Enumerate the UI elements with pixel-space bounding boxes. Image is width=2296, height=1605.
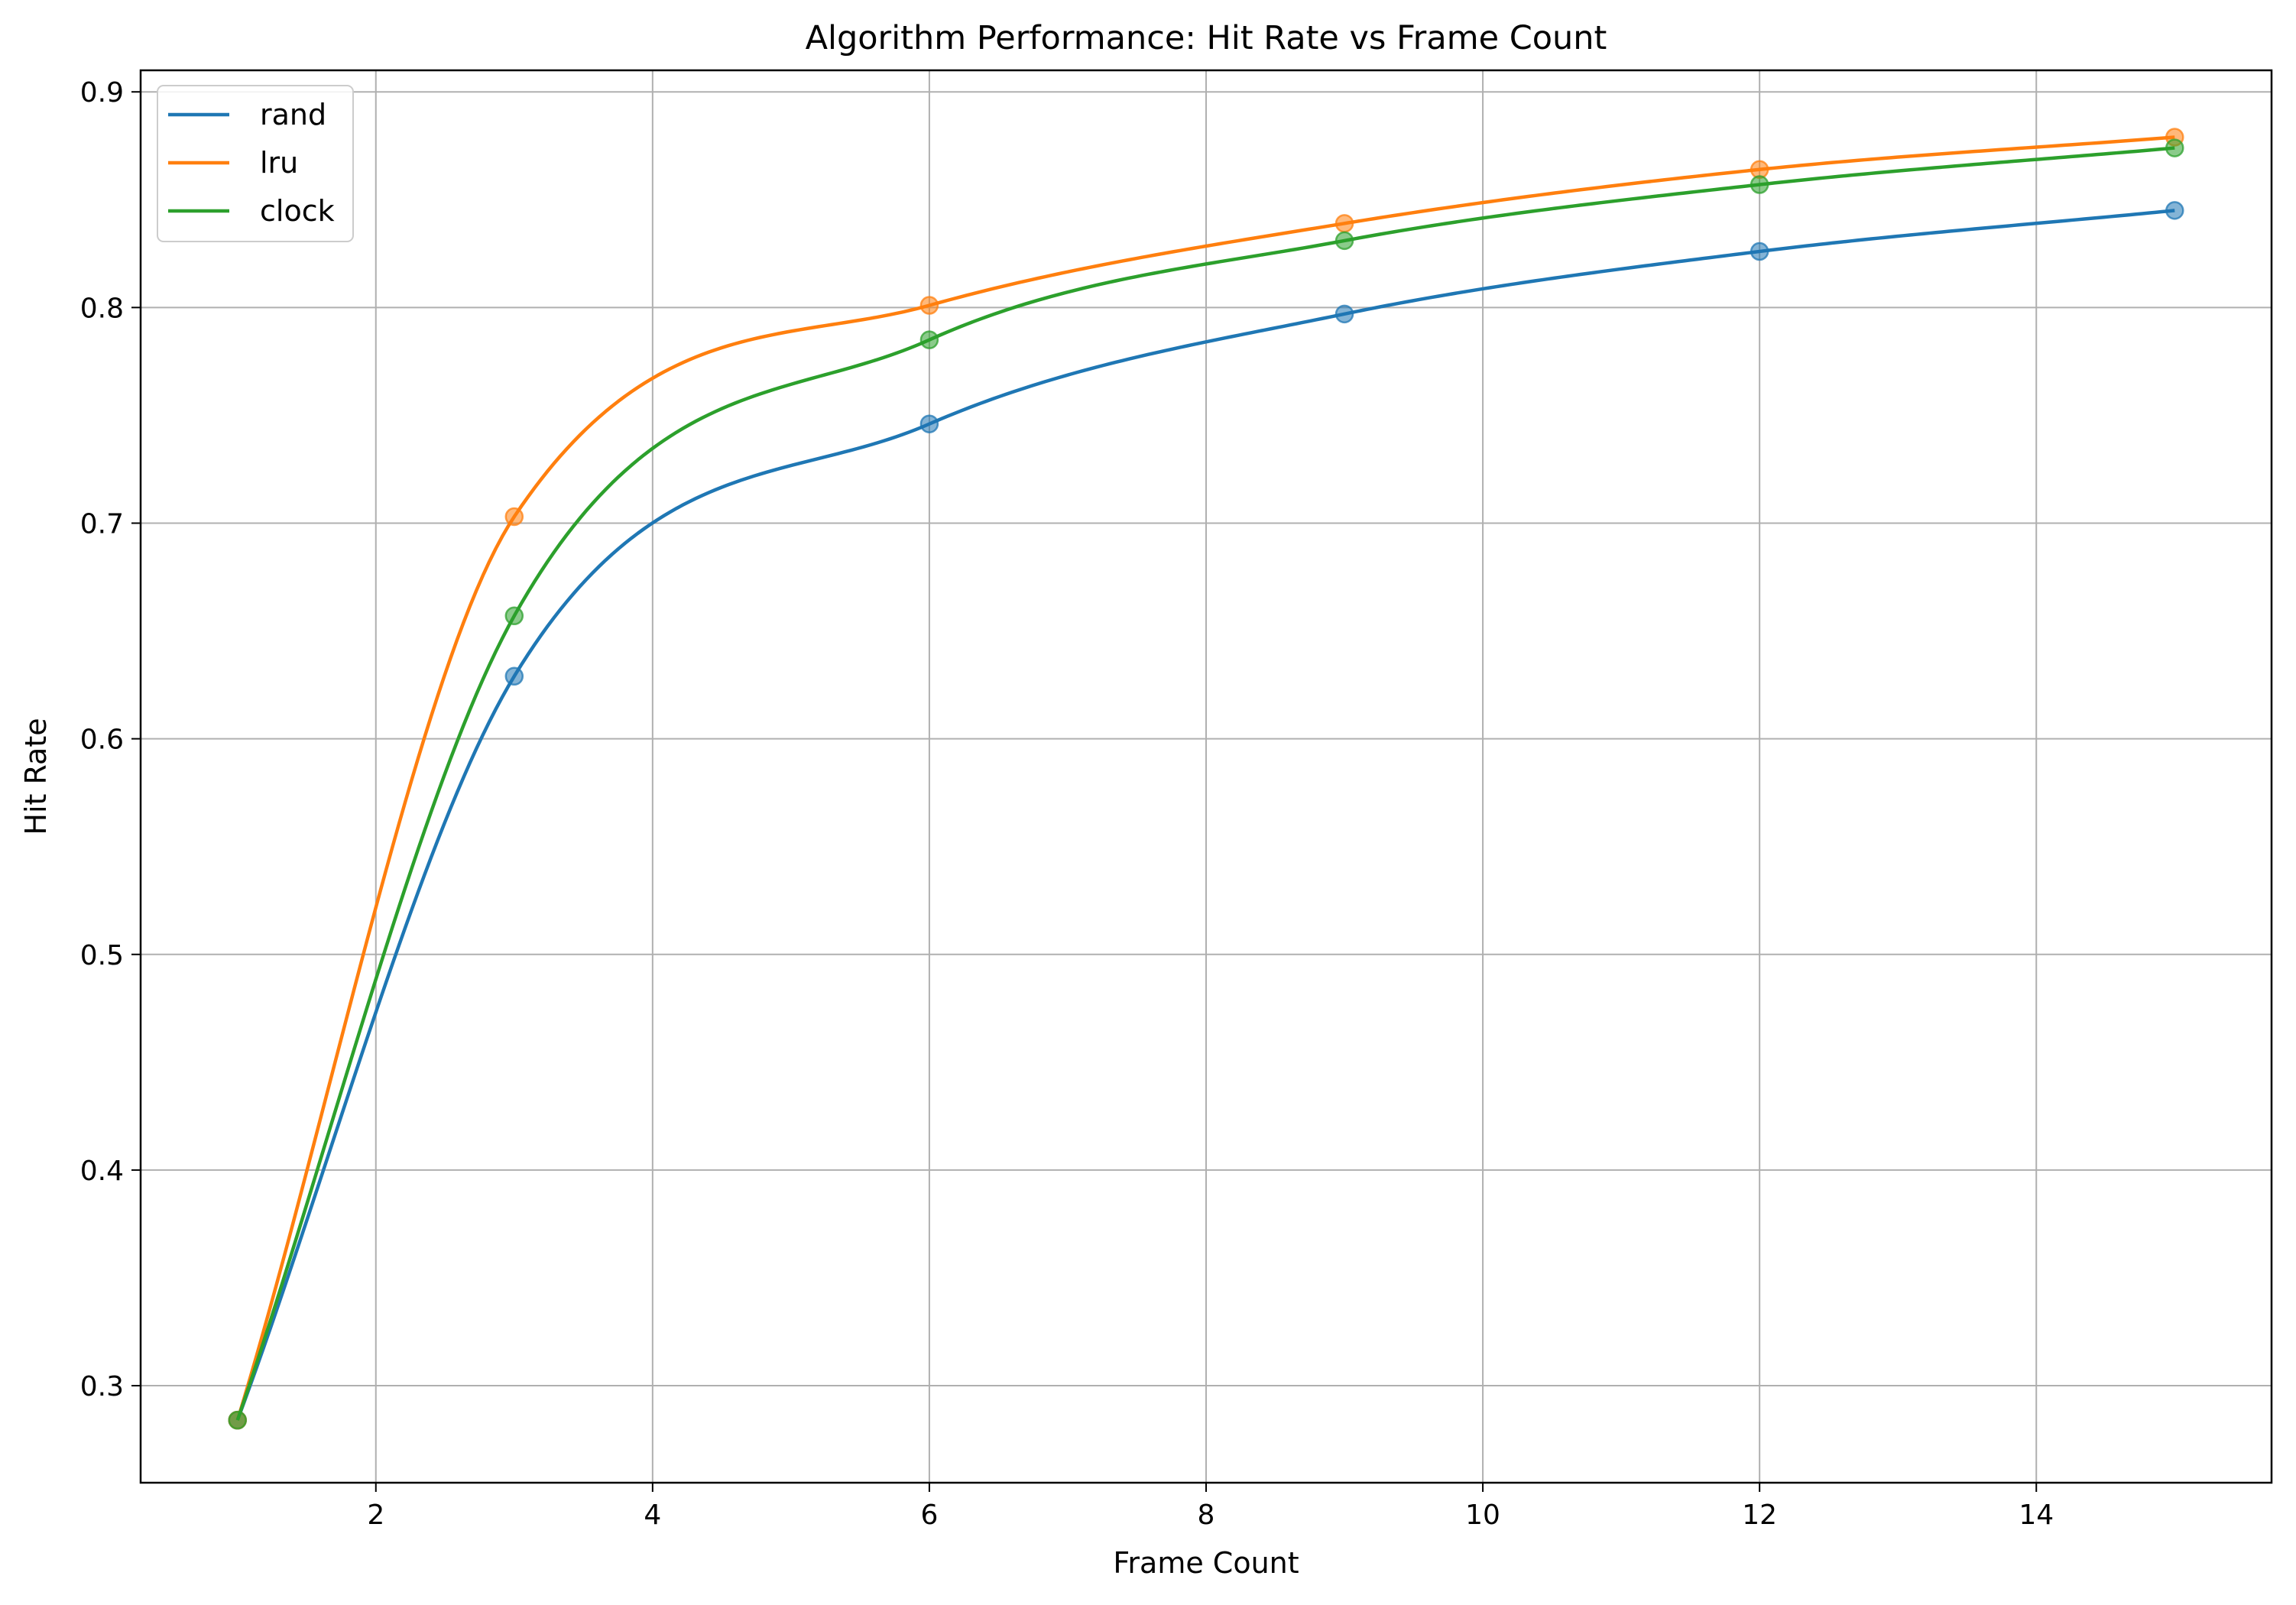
- legend-label-lru: lru: [260, 146, 298, 180]
- point-clock: [228, 1410, 247, 1430]
- y-axis-ticks: 0.3 0.4 0.5 0.6 0.7 0.8 0.9: [80, 77, 141, 1402]
- point-clock: [919, 330, 939, 349]
- legend-box: [157, 85, 354, 242]
- y-tick-label: 0.3: [80, 1371, 124, 1402]
- line-clock: [235, 146, 2175, 1421]
- x-tick-label: 10: [1465, 1500, 1500, 1531]
- x-tick-label: 8: [1198, 1500, 1215, 1531]
- point-rand: [1334, 304, 1354, 324]
- legend-label-clock: clock: [260, 194, 335, 228]
- line-lru: [235, 135, 2175, 1421]
- x-tick-label: 14: [2019, 1500, 2054, 1531]
- y-axis-label: Hit Rate: [19, 718, 53, 835]
- point-lru: [1334, 214, 1354, 233]
- y-tick-label: 0.4: [80, 1156, 124, 1187]
- series-clock: [228, 138, 2184, 1430]
- legend-label-rand: rand: [260, 98, 326, 131]
- point-clock: [504, 606, 524, 626]
- line-rand: [235, 209, 2175, 1421]
- point-lru: [919, 296, 939, 315]
- y-tick-label: 0.8: [80, 293, 124, 324]
- point-clock: [1750, 175, 1769, 194]
- point-rand: [1750, 242, 1769, 261]
- series-rand: [228, 201, 2184, 1430]
- chart-title: Algorithm Performance: Hit Rate vs Frame…: [806, 19, 1607, 57]
- y-tick-label: 0.9: [80, 77, 124, 109]
- x-tick-label: 2: [367, 1500, 384, 1531]
- legend: rand lru clock: [157, 85, 354, 242]
- x-tick-label: 4: [644, 1500, 661, 1531]
- point-rand: [919, 414, 939, 433]
- x-axis-label: Frame Count: [1113, 1546, 1299, 1580]
- point-clock: [1334, 231, 1354, 251]
- point-rand: [504, 666, 524, 686]
- x-tick-label: 6: [920, 1500, 938, 1531]
- point-clock: [2165, 138, 2184, 157]
- y-tick-label: 0.6: [80, 725, 124, 756]
- y-tick-label: 0.5: [80, 940, 124, 971]
- x-axis-ticks: 2 4 6 8 10 12 14: [367, 1483, 2054, 1531]
- series-layer: [228, 128, 2184, 1430]
- y-tick-label: 0.7: [80, 508, 124, 540]
- x-tick-label: 12: [1742, 1500, 1777, 1531]
- point-rand: [2165, 201, 2184, 220]
- point-lru: [504, 507, 524, 527]
